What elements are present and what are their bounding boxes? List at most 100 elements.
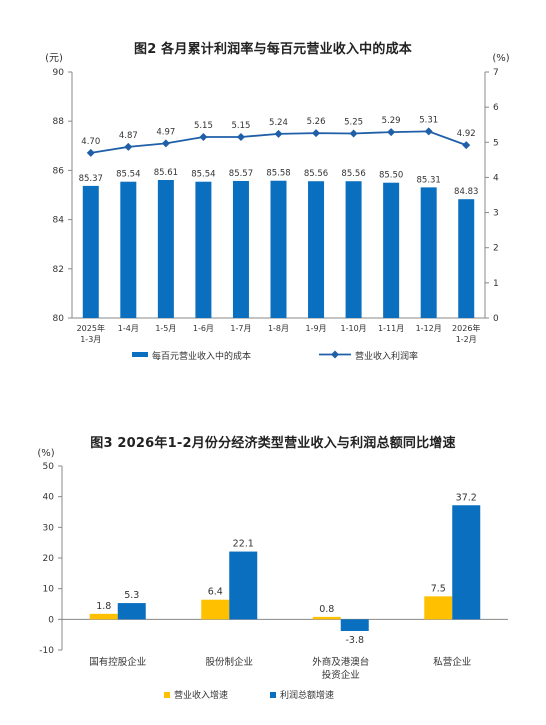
margin-label: 5.29 bbox=[382, 116, 401, 126]
right-tick-label: 7 bbox=[493, 68, 499, 78]
cost-bar-label: 85.37 bbox=[79, 174, 103, 184]
profit-growth-label: 5.3 bbox=[124, 590, 139, 601]
x-tick-label: 1-2月 bbox=[456, 335, 477, 344]
margin-marker bbox=[86, 148, 95, 157]
chart-canvas: (%) -10 0 10 20 30 40 50 1.8 6.4 0.8 7.5 5.3 22.1 -3.8… bbox=[37, 448, 508, 701]
cost-bar bbox=[345, 181, 362, 318]
margin-marker bbox=[424, 127, 433, 136]
margin-label: 4.70 bbox=[81, 137, 100, 147]
x-tick-label: 2025年 bbox=[77, 323, 105, 333]
revenue-growth-bar bbox=[424, 596, 453, 620]
margin-marker bbox=[387, 128, 396, 137]
cost-bar-label: 85.54 bbox=[116, 170, 140, 180]
legend-label-revenue: 营业收入增速 bbox=[174, 689, 228, 701]
right-tick-label: 1 bbox=[493, 279, 499, 289]
cost-bar bbox=[270, 180, 287, 318]
revenue-growth-label: 1.8 bbox=[96, 601, 111, 612]
margin-label: 5.24 bbox=[269, 118, 288, 128]
legend-label-margin: 营业收入利润率 bbox=[355, 350, 418, 362]
margin-marker bbox=[349, 129, 358, 138]
margin-label: 5.15 bbox=[194, 121, 213, 131]
profit-growth-bar bbox=[452, 505, 481, 620]
x-tick-label: 1-12月 bbox=[416, 324, 442, 333]
category-label: 外商及港澳台 bbox=[312, 656, 369, 668]
profit-growth-bar bbox=[229, 551, 258, 620]
margin-marker bbox=[124, 142, 133, 151]
chart-canvas: (元) (%) 80 82 84 86 88 90 0 1 2 3 4 5 6 7 85.37 85.54 85.6… bbox=[45, 53, 510, 362]
x-tick-label: 2026年 bbox=[452, 323, 480, 333]
margin-marker bbox=[161, 139, 170, 148]
y-tick-label: 30 bbox=[43, 523, 55, 533]
cost-bar-label: 85.54 bbox=[191, 170, 215, 180]
category-label: 股份制企业 bbox=[205, 656, 253, 668]
revenue-growth-bar bbox=[201, 599, 230, 620]
cost-bar bbox=[458, 199, 475, 318]
legend-label-profit: 利润总额增速 bbox=[280, 689, 334, 701]
chart-cost-and-profit-margin: 图2 各月累计利润率与每百元营业收入中的成本 (元) (%) 80 82 84 86 88 9… bbox=[45, 42, 510, 362]
cost-bar-label: 85.50 bbox=[379, 171, 403, 181]
right-axis-unit: (%) bbox=[492, 53, 509, 64]
x-tick-label: 1-9月 bbox=[306, 324, 327, 333]
revenue-growth-label: 7.5 bbox=[431, 583, 446, 594]
cost-bar bbox=[420, 187, 437, 318]
x-tick-label: 1-5月 bbox=[155, 324, 176, 333]
cost-bar bbox=[82, 185, 99, 318]
legend-swatch-profit bbox=[270, 692, 276, 698]
margin-marker bbox=[312, 129, 321, 138]
margin-marker bbox=[274, 129, 283, 138]
right-tick-label: 0 bbox=[493, 314, 499, 324]
left-tick-label: 80 bbox=[53, 314, 65, 324]
right-tick-label: 3 bbox=[493, 209, 499, 219]
y-tick-label: -10 bbox=[39, 646, 54, 656]
legend-swatch-cost bbox=[132, 352, 148, 357]
cost-bar-label: 84.83 bbox=[454, 187, 478, 197]
y-tick-label: 40 bbox=[43, 493, 55, 503]
profit-growth-bar bbox=[117, 603, 146, 620]
profit-growth-label: 22.1 bbox=[233, 539, 254, 550]
right-tick-label: 6 bbox=[493, 103, 499, 113]
x-tick-label: 1-3月 bbox=[80, 335, 101, 344]
profit-growth-label: 37.2 bbox=[456, 492, 477, 503]
left-tick-label: 90 bbox=[53, 68, 65, 78]
legend-label-cost: 每百元营业收入中的成本 bbox=[152, 350, 251, 362]
x-tick-label: 1-10月 bbox=[341, 324, 367, 333]
cost-bar bbox=[157, 179, 174, 318]
left-tick-label: 88 bbox=[53, 117, 65, 127]
cost-bar-label: 85.56 bbox=[341, 169, 365, 179]
revenue-growth-bar bbox=[312, 616, 341, 620]
left-axis-unit: (元) bbox=[45, 53, 63, 64]
margin-label: 4.92 bbox=[457, 129, 476, 139]
cost-bar bbox=[383, 182, 400, 318]
y-tick-label: 10 bbox=[43, 585, 55, 595]
category-label: 私营企业 bbox=[433, 656, 471, 668]
profit-growth-bar bbox=[340, 619, 369, 631]
cost-bar-label: 85.56 bbox=[304, 169, 328, 179]
margin-label: 5.25 bbox=[344, 118, 363, 128]
margin-label: 5.31 bbox=[419, 115, 438, 125]
profit-growth-label: -3.8 bbox=[345, 635, 364, 646]
margin-label: 4.87 bbox=[119, 131, 138, 141]
chart-growth-by-ownership: 图3 2026年1-2月份分经济类型营业收入与利润总额同比增速 (%) -10 0 1… bbox=[0, 428, 546, 725]
cost-bar-label: 85.31 bbox=[417, 175, 441, 185]
right-tick-label: 2 bbox=[493, 244, 499, 254]
x-tick-label: 1-11月 bbox=[378, 324, 404, 333]
y-tick-label: 0 bbox=[48, 615, 54, 625]
left-tick-label: 86 bbox=[53, 166, 65, 176]
margin-marker bbox=[199, 133, 208, 142]
cost-bar bbox=[308, 181, 325, 318]
category-label: 国有控股企业 bbox=[89, 656, 146, 668]
left-tick-label: 84 bbox=[53, 216, 65, 226]
cost-bar-label: 85.58 bbox=[266, 169, 290, 179]
cost-bar bbox=[120, 181, 137, 318]
x-tick-label: 1-8月 bbox=[268, 324, 289, 333]
cost-bar bbox=[232, 180, 249, 318]
y-axis-unit: (%) bbox=[37, 448, 54, 459]
margin-label: 5.26 bbox=[307, 117, 326, 127]
x-tick-label: 1-7月 bbox=[230, 324, 251, 333]
x-tick-label: 1-6月 bbox=[193, 324, 214, 333]
margin-label: 4.97 bbox=[156, 127, 175, 137]
y-tick-label: 20 bbox=[43, 554, 55, 564]
chart-title: 图3 2026年1-2月份分经济类型营业收入与利润总额同比增速 bbox=[90, 436, 456, 451]
revenue-growth-label: 0.8 bbox=[319, 604, 334, 615]
x-tick-label: 1-4月 bbox=[118, 324, 139, 333]
